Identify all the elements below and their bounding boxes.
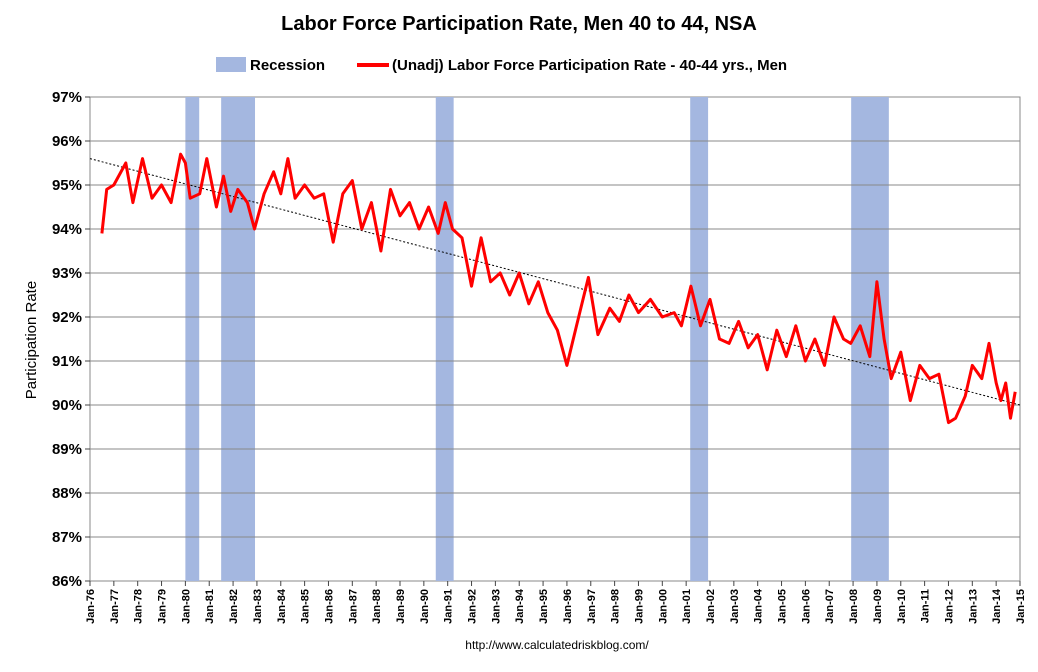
legend: Recession (Unadj) Labor Force Participat…: [216, 57, 787, 74]
y-axis: 86% 87% 88% 89% 90% 91% 92% 93% 94% 95% 96% 97%: [52, 89, 90, 590]
x-tick-label-35: Jan-11: [920, 589, 932, 623]
y-tick-label-2: 88%: [52, 485, 82, 502]
x-tick-label-14: Jan-90: [419, 589, 431, 624]
x-tick-label-33: Jan-09: [872, 589, 884, 624]
x-tick-label-22: Jan-98: [610, 589, 622, 624]
x-tick-label-20: Jan-96: [562, 589, 574, 624]
x-tick-label-19: Jan-95: [538, 589, 550, 624]
x-tick-label-13: Jan-89: [395, 589, 407, 624]
y-tick-label-4: 90%: [52, 397, 82, 414]
recession-band-1: [221, 97, 256, 581]
x-tick-label-30: Jan-06: [800, 589, 812, 624]
y-tick-label-0: 86%: [52, 573, 82, 590]
x-tick-label-8: Jan-84: [276, 588, 288, 624]
y-tick-label-3: 89%: [52, 441, 82, 458]
recession-band-0: [185, 97, 200, 581]
y-tick-label-6: 92%: [52, 309, 82, 326]
y-tick-label-8: 94%: [52, 221, 82, 238]
x-tick-label-37: Jan-13: [967, 589, 979, 624]
x-tick-label-12: Jan-88: [371, 589, 383, 624]
series-layer: [100, 152, 1017, 425]
legend-recession-label: Recession: [250, 57, 325, 74]
x-tick-label-23: Jan-99: [633, 589, 645, 624]
x-tick-label-38: Jan-14: [991, 588, 1003, 624]
recession-band-2: [435, 97, 454, 581]
x-tick-label-36: Jan-12: [943, 589, 955, 624]
y-tick-label-11: 97%: [52, 89, 82, 106]
x-tick-label-9: Jan-85: [300, 589, 312, 624]
x-tick-label-32: Jan-08: [848, 589, 860, 624]
legend-recession-swatch: [216, 57, 246, 72]
x-tick-label-5: Jan-81: [204, 589, 216, 624]
y-tick-label-1: 87%: [52, 529, 82, 546]
series-line-0: [100, 152, 1017, 425]
x-tick-label-21: Jan-97: [586, 589, 598, 624]
x-tick-label-7: Jan-83: [252, 589, 264, 624]
chart-title: Labor Force Participation Rate, Men 40 t…: [281, 13, 757, 35]
y-tick-label-5: 91%: [52, 353, 82, 370]
y-axis-label: Participation Rate: [23, 281, 40, 399]
x-tick-label-34: Jan-10: [896, 589, 908, 624]
x-tick-label-29: Jan-05: [777, 589, 789, 624]
gridlines: [90, 140, 1020, 538]
x-tick-label-18: Jan-94: [514, 588, 526, 624]
x-axis: Jan-76 Jan-77 Jan-78 Jan-79 Jan-80 Jan-81 Jan-…: [85, 581, 1027, 624]
x-tick-label-25: Jan-01: [681, 589, 693, 624]
x-tick-label-17: Jan-93: [490, 589, 502, 624]
x-tick-label-28: Jan-04: [753, 588, 765, 624]
x-tick-label-24: Jan-00: [657, 589, 669, 624]
x-tick-label-2: Jan-78: [133, 589, 145, 624]
y-tick-label-9: 95%: [52, 177, 82, 194]
source-credit: http://www.calculatedriskblog.com/: [465, 638, 649, 652]
x-tick-label-3: Jan-79: [157, 589, 169, 624]
x-tick-label-11: Jan-87: [347, 589, 359, 624]
x-tick-label-31: Jan-07: [824, 589, 836, 624]
x-tick-label-6: Jan-82: [228, 589, 240, 624]
x-tick-label-1: Jan-77: [109, 589, 121, 624]
x-tick-label-39: Jan-15: [1015, 589, 1027, 624]
x-tick-label-0: Jan-76: [85, 589, 97, 624]
x-tick-label-26: Jan-02: [705, 589, 717, 624]
x-tick-label-10: Jan-86: [323, 589, 335, 624]
x-tick-label-15: Jan-91: [443, 589, 455, 624]
legend-series-label: (Unadj) Labor Force Participation Rate -…: [392, 57, 787, 74]
x-tick-label-27: Jan-03: [729, 589, 741, 624]
y-tick-label-10: 96%: [52, 133, 82, 150]
y-tick-label-7: 93%: [52, 265, 82, 282]
recession-band-3: [690, 97, 709, 581]
x-tick-label-16: Jan-92: [467, 589, 479, 624]
x-tick-label-4: Jan-80: [180, 589, 192, 624]
